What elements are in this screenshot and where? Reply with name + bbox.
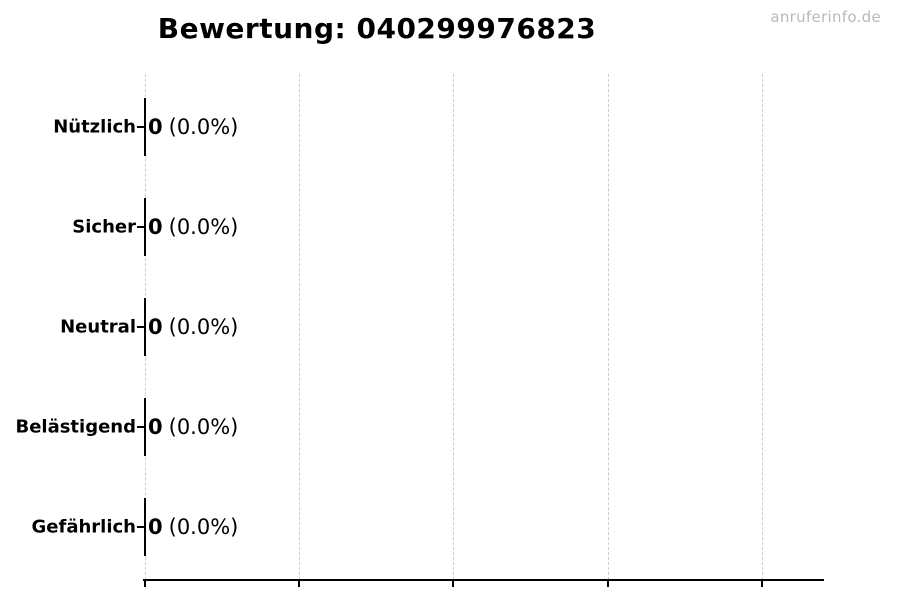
- bar-value-label: 0 (0.0%): [148, 315, 238, 339]
- bar-percent: (0.0%): [168, 215, 239, 239]
- zero-value-bar: [144, 498, 146, 556]
- zero-value-bar: [144, 198, 146, 256]
- bar-value-label: 0 (0.0%): [148, 215, 238, 239]
- y-axis-tick: [137, 526, 145, 528]
- bar-count: 0: [148, 515, 163, 539]
- bar-value-label: 0 (0.0%): [148, 115, 238, 139]
- zero-value-bar: [144, 298, 146, 356]
- x-axis-tick: [298, 581, 300, 587]
- category-label: Belästigend: [15, 416, 136, 438]
- x-axis-line: [143, 579, 824, 581]
- category-label: Nützlich: [53, 116, 136, 138]
- category-label: Sicher: [72, 216, 136, 238]
- bar-percent: (0.0%): [168, 315, 239, 339]
- bar-value-label: 0 (0.0%): [148, 515, 238, 539]
- gridline-3: [608, 74, 609, 580]
- bar-count: 0: [148, 315, 163, 339]
- bar-count: 0: [148, 115, 163, 139]
- bar-count: 0: [148, 215, 163, 239]
- bar-value-label: 0 (0.0%): [148, 415, 238, 439]
- x-axis-tick: [761, 581, 763, 587]
- gridline-2: [453, 74, 454, 580]
- bar-percent: (0.0%): [168, 115, 239, 139]
- gridline-1: [299, 74, 300, 580]
- bar-percent: (0.0%): [168, 515, 239, 539]
- x-axis-tick: [607, 581, 609, 587]
- zero-value-bar: [144, 398, 146, 456]
- chart-title: Bewertung: 040299976823: [157, 12, 597, 45]
- y-axis-tick: [137, 226, 145, 228]
- zero-value-bar: [144, 98, 146, 156]
- y-axis-tick: [137, 426, 145, 428]
- watermark-anruferinfo: anruferinfo.de: [770, 8, 881, 26]
- gridline-4: [762, 74, 763, 580]
- bar-percent: (0.0%): [168, 415, 239, 439]
- x-axis-tick: [144, 581, 146, 587]
- bar-count: 0: [148, 415, 163, 439]
- y-axis-tick: [137, 326, 145, 328]
- category-label: Neutral: [60, 316, 136, 338]
- x-axis-tick: [452, 581, 454, 587]
- y-axis-tick: [137, 126, 145, 128]
- category-label: Gefährlich: [31, 516, 136, 538]
